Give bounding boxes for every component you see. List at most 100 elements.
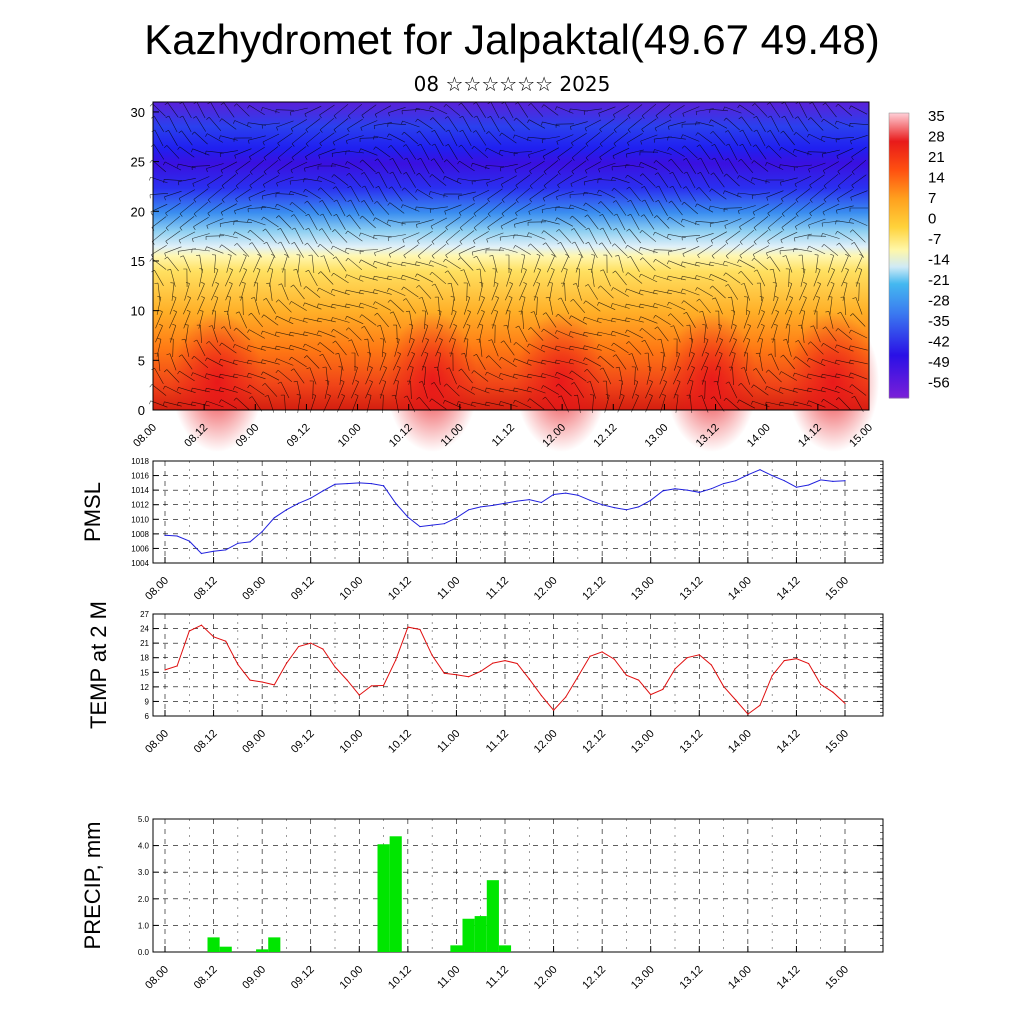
wind-barb: [291, 146, 307, 161]
pmsl-point: [625, 509, 628, 511]
wind-barb: [444, 204, 462, 215]
wind-barb: [743, 352, 748, 372]
wind-barb: [193, 116, 207, 132]
wind-barb: [639, 257, 656, 271]
wind-barb: [639, 303, 658, 309]
wind-barb: [641, 103, 657, 119]
wind-barb: [766, 102, 781, 118]
wind-barb: [529, 188, 545, 203]
wind-barb: [485, 355, 502, 369]
wind-barb: [489, 255, 498, 273]
wind-barb: [673, 338, 678, 358]
wind-barb: [499, 387, 518, 393]
wind-barb: [659, 380, 667, 399]
wind-barb: [458, 144, 473, 160]
wind-barb: [178, 189, 196, 202]
wind-barb: [599, 269, 611, 287]
wind-barb: [555, 313, 572, 327]
wind-barb: [331, 289, 350, 295]
wind-barb: [402, 232, 420, 243]
wind-barb: [373, 146, 391, 158]
wind-barb: [695, 221, 715, 225]
wind-barb: [556, 229, 572, 243]
wind-barb: [289, 331, 308, 337]
wind-barb: [463, 324, 471, 343]
wind-barb: [163, 369, 180, 383]
wind-barb: [235, 188, 251, 203]
wind-barb: [319, 353, 332, 371]
wind-barb: [780, 354, 795, 370]
wind-barb: [646, 366, 652, 385]
colorbar-label: 0: [928, 211, 936, 228]
precip-x-tick-label: 12.12: [580, 964, 608, 992]
wind-barb: [347, 103, 363, 119]
wind-barb: [711, 244, 727, 259]
wind-barb: [771, 338, 776, 358]
wind-barb: [282, 254, 288, 273]
wind-barb: [697, 157, 710, 175]
wind-barb: [660, 352, 665, 371]
wind-barb: [333, 104, 349, 119]
wind-barb: [403, 172, 416, 188]
wind-barb: [364, 338, 371, 357]
wind-barb: [583, 108, 602, 115]
wind-barb: [515, 187, 531, 203]
wind-barb: [261, 216, 279, 228]
wind-barb: [261, 345, 280, 351]
wind-barb: [249, 147, 265, 160]
pmsl-point: [212, 550, 215, 552]
wind-barb: [571, 160, 587, 175]
wind-barb: [825, 311, 834, 329]
wind-barb: [681, 261, 700, 267]
wind-barb: [850, 190, 868, 201]
wind-barb: [814, 296, 820, 315]
wind-barb: [835, 344, 854, 352]
temp-point: [322, 648, 324, 650]
pmsl-x-tick-label: 12.12: [580, 575, 608, 603]
wind-barb: [851, 174, 867, 189]
temp-point: [395, 659, 397, 661]
wind-barb: [681, 123, 701, 128]
wind-barb: [852, 297, 863, 315]
wind-barb: [164, 246, 182, 257]
wind-barb: [807, 400, 826, 408]
wind-barb: [758, 296, 764, 315]
pmsl-y-tick-label: 1012: [131, 501, 149, 510]
wind-barb: [305, 132, 321, 147]
wind-barb: [808, 218, 826, 229]
wind-barb: [555, 217, 574, 227]
wind-barb: [317, 176, 336, 184]
wind-barb: [639, 328, 657, 340]
wind-barb: [835, 373, 854, 379]
wind-barb: [513, 399, 532, 409]
wind-barb: [655, 185, 668, 203]
wind-barb: [373, 289, 392, 295]
wind-barb: [639, 151, 659, 156]
wind-barb: [149, 384, 167, 396]
wind-barb: [178, 130, 193, 146]
wind-barb: [639, 173, 656, 187]
wind-barb: [317, 243, 335, 257]
wind-barb: [249, 159, 265, 175]
wind-barb: [345, 274, 364, 282]
wind-barb: [177, 178, 196, 186]
pmsl-x-tick-label: 09.00: [240, 575, 268, 603]
pmsl-point: [613, 507, 615, 509]
pmsl-y-tick-label: 1004: [131, 559, 149, 568]
wind-barb: [625, 288, 644, 296]
wind-barb: [305, 269, 318, 287]
wind-barb: [205, 246, 224, 254]
wind-barb: [303, 317, 322, 323]
wind-barb: [766, 256, 781, 272]
wind-barb: [527, 359, 546, 365]
wind-barb: [767, 130, 780, 146]
wind-barb: [407, 352, 415, 371]
wind-barb: [499, 149, 518, 155]
wind-barb: [730, 352, 736, 371]
wind-barb: [289, 202, 307, 214]
precip-x-tick-label: 14.00: [726, 964, 754, 992]
wind-barb: [681, 300, 699, 312]
wind-barb: [403, 157, 416, 175]
wind-barb: [499, 247, 518, 253]
wind-barb: [557, 159, 573, 175]
